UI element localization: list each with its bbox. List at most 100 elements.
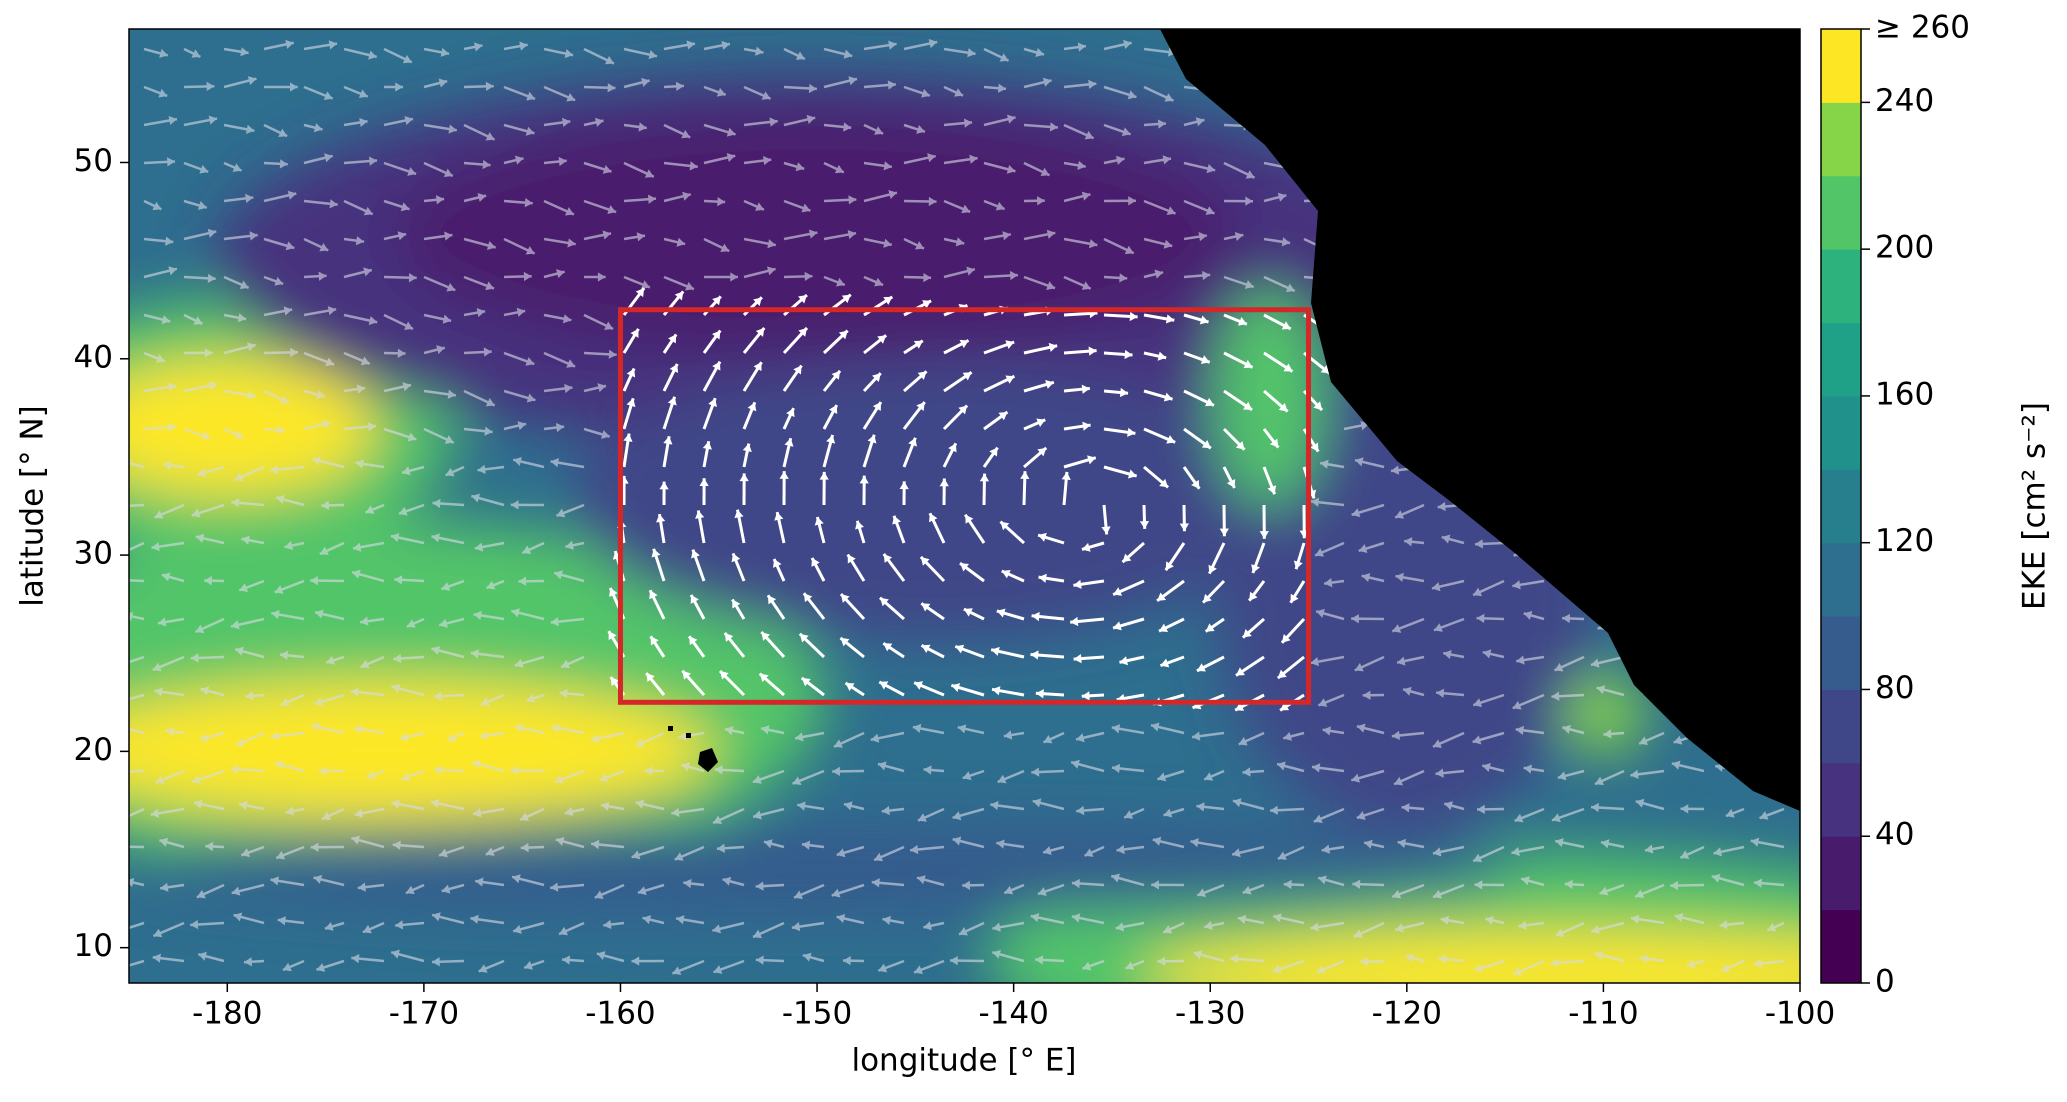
arrow-head xyxy=(599,773,609,782)
arrow-head xyxy=(843,122,852,132)
arrow-head xyxy=(1806,55,1815,64)
arrow xyxy=(691,549,706,582)
arrow-head xyxy=(1767,923,1777,932)
arrow-head xyxy=(159,837,169,847)
arrow xyxy=(603,919,625,930)
arrow-head xyxy=(152,662,162,672)
arrow xyxy=(197,465,225,477)
arrow xyxy=(510,765,545,775)
arrow xyxy=(343,236,365,246)
arrow-head xyxy=(647,194,657,204)
arrow xyxy=(431,533,465,545)
arrow-head xyxy=(199,164,209,174)
arrow xyxy=(783,83,817,94)
arrow xyxy=(942,442,958,468)
arrow xyxy=(503,351,535,366)
arrow-head xyxy=(1310,442,1319,452)
arrow-head xyxy=(799,633,809,643)
arrow xyxy=(997,769,1025,784)
arrow-head xyxy=(165,726,174,737)
arrow-head xyxy=(1444,801,1453,811)
arrow xyxy=(1159,655,1185,668)
arrow-head xyxy=(1283,879,1292,890)
arrow xyxy=(1272,959,1305,974)
arrow-head xyxy=(685,281,694,291)
arrow xyxy=(1162,921,1185,934)
arrow-head xyxy=(1562,613,1571,624)
arrow-head xyxy=(1199,315,1209,325)
arrow xyxy=(263,347,299,358)
arrow-head xyxy=(239,583,249,592)
arrow-head xyxy=(1243,401,1253,410)
arrow xyxy=(683,878,705,889)
arrow-head xyxy=(952,836,962,846)
x-tick-label: -150 xyxy=(782,996,852,1032)
arrow-head xyxy=(1243,359,1253,369)
arrow-head xyxy=(444,231,453,241)
arrow-head xyxy=(1436,688,1445,698)
arrow xyxy=(238,800,265,811)
arrow xyxy=(1063,237,1098,249)
arrow-head xyxy=(241,535,250,545)
arrow xyxy=(1630,914,1665,925)
arrow xyxy=(543,422,565,433)
arrow xyxy=(463,237,496,250)
arrow-head xyxy=(1356,811,1366,820)
arrow-head xyxy=(1048,342,1058,352)
arrow-head xyxy=(927,153,936,163)
arrow xyxy=(1235,655,1265,677)
arrow xyxy=(797,801,825,811)
arrow-head xyxy=(804,271,813,282)
arrow-head xyxy=(550,882,559,892)
arrow xyxy=(151,541,185,552)
arrow xyxy=(1023,122,1059,132)
arrow xyxy=(703,197,726,207)
arrow-head xyxy=(672,966,682,976)
arrow xyxy=(270,876,305,887)
arrow xyxy=(1719,920,1745,930)
arrow xyxy=(622,397,636,430)
arrow xyxy=(503,307,526,317)
arrow xyxy=(1557,769,1585,781)
arrow-head xyxy=(555,422,565,433)
arrow-head xyxy=(922,300,932,309)
arrow-head xyxy=(326,655,335,665)
arrow-head xyxy=(160,882,169,892)
arrow xyxy=(183,348,213,358)
arrow-head xyxy=(566,359,576,368)
arrow-head xyxy=(514,723,524,733)
arrow-head xyxy=(519,41,528,51)
arrow-head xyxy=(195,533,205,543)
arrow-head xyxy=(1513,967,1522,976)
arrow xyxy=(423,427,455,444)
arrow-head xyxy=(477,192,487,202)
arrow xyxy=(801,840,825,850)
arrow-head xyxy=(310,842,319,852)
arrow-head xyxy=(476,308,486,318)
arrow-head xyxy=(1190,838,1199,848)
arrow xyxy=(714,765,745,775)
arrow-head xyxy=(161,315,171,325)
arrow xyxy=(1163,807,1185,818)
arrow xyxy=(1023,161,1051,177)
arrow xyxy=(1432,731,1465,748)
arrow-head xyxy=(883,296,893,305)
arrow xyxy=(473,610,505,621)
arrow xyxy=(1671,760,1705,773)
arrow xyxy=(798,632,826,659)
arrow xyxy=(503,85,536,101)
y-axis-label: latitude [° N] xyxy=(15,405,51,607)
arrow xyxy=(555,836,585,849)
arrow-head xyxy=(879,681,889,690)
arrow xyxy=(991,949,1025,963)
arrow xyxy=(1391,883,1425,899)
arrow-head xyxy=(1042,77,1052,87)
colorbar-band xyxy=(1821,616,1861,690)
arrow-head xyxy=(277,425,286,435)
arrow-head xyxy=(1474,963,1484,973)
blob xyxy=(1140,930,1800,983)
arrow xyxy=(1310,921,1345,932)
arrow-head xyxy=(960,563,969,572)
arrow xyxy=(1635,798,1665,811)
x-tick-label: -160 xyxy=(585,996,655,1032)
